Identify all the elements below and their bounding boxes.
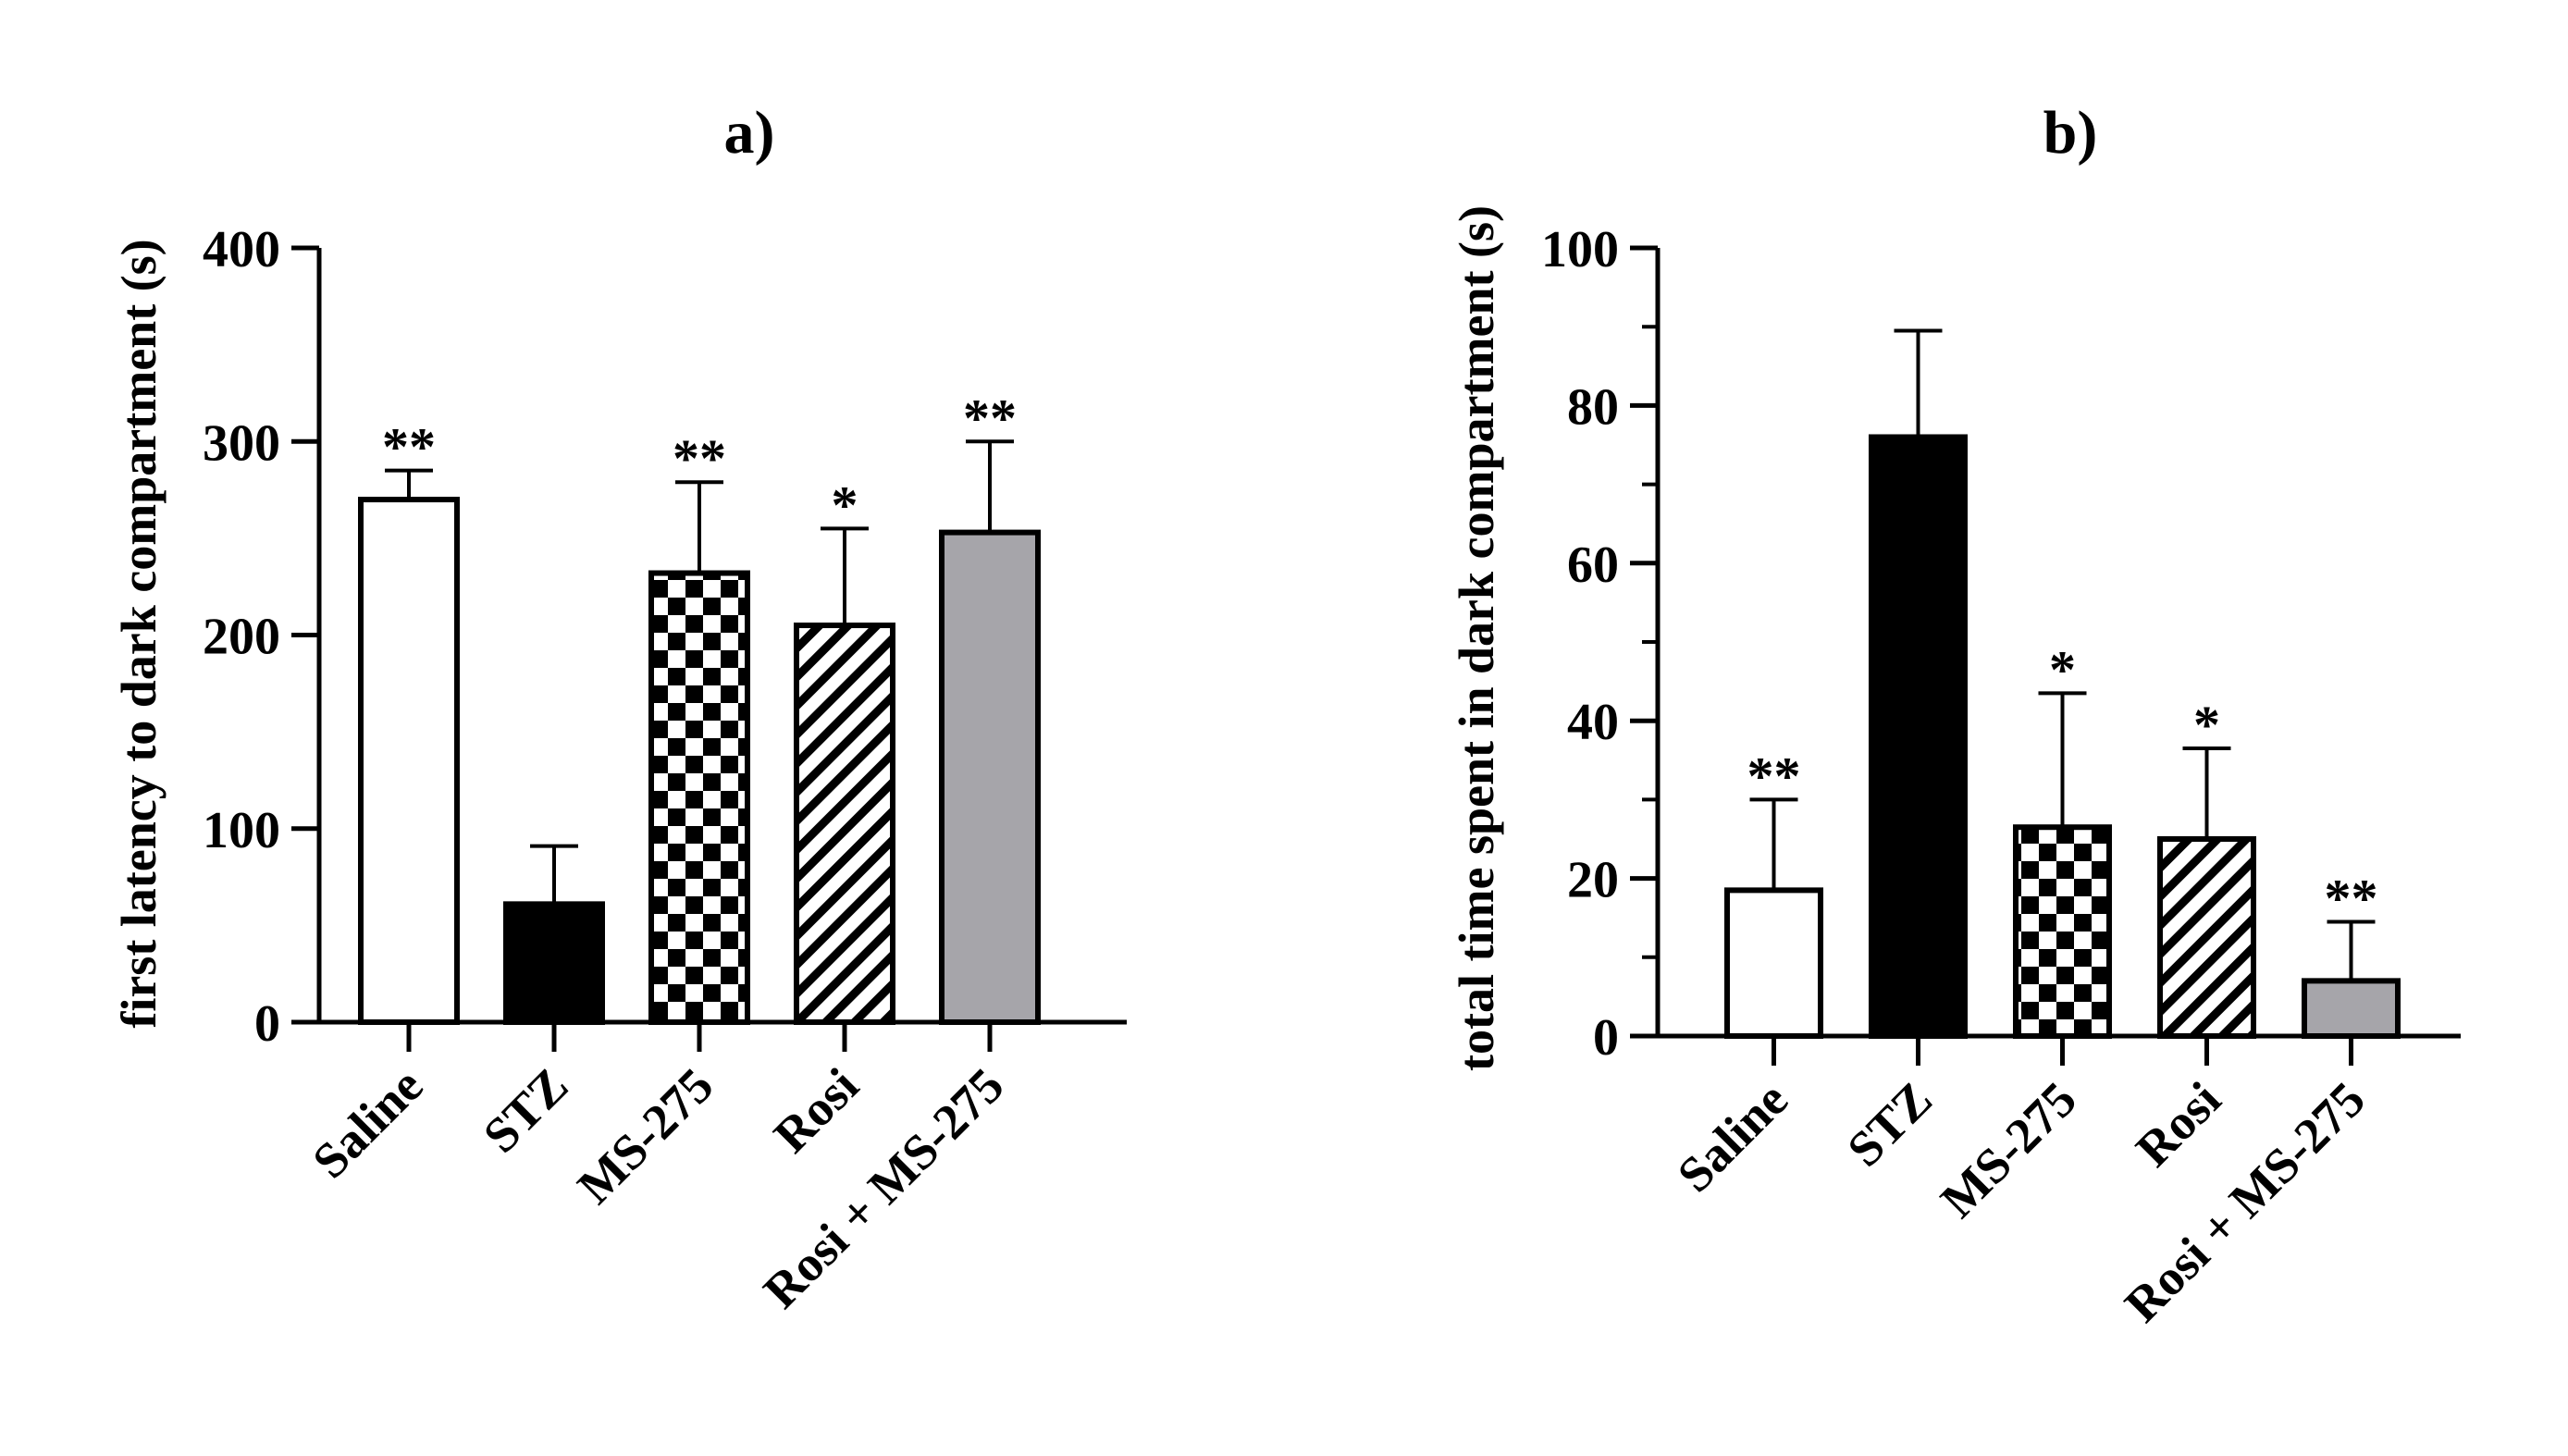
- panel-a: a) first latency to dark compartment (s)…: [111, 99, 1127, 1319]
- chart-title-a: a): [724, 99, 775, 167]
- bar-a-rosi: [794, 623, 895, 1025]
- x-tick-label-a: Rosi: [763, 1057, 870, 1164]
- x-tick-label-b: MS-275: [1930, 1071, 2087, 1228]
- significance-label-a: **: [963, 388, 1017, 448]
- bar-b-saline: [1724, 887, 1823, 1039]
- y-tick-label-a: 400: [203, 221, 280, 278]
- x-tick-label-a: STZ: [473, 1057, 579, 1164]
- x-tick-label-a: Saline: [302, 1057, 433, 1189]
- significance-label-a: **: [673, 428, 726, 488]
- significance-label-b: **: [1747, 746, 1801, 806]
- significance-label-a: *: [832, 475, 858, 535]
- y-tick-label-b: 60: [1567, 537, 1619, 594]
- y-axis-label-a: first latency to dark compartment (s): [111, 239, 167, 1028]
- bar-b-rosi-ms-275: [2302, 978, 2401, 1039]
- y-tick-label-a: 0: [254, 995, 280, 1053]
- y-tick-label-b: 20: [1567, 852, 1619, 909]
- bar-b-stz: [1869, 434, 1968, 1040]
- y-tick-label-b: 0: [1593, 1009, 1619, 1067]
- significance-label-b: *: [2193, 695, 2220, 755]
- significance-label-b: **: [2325, 868, 2378, 928]
- bar-a-rosi-ms-275: [939, 529, 1041, 1025]
- y-tick-label-a: 200: [203, 609, 280, 666]
- y-tick-label-b: 100: [1541, 221, 1619, 278]
- chart-title-b: b): [2043, 99, 2098, 167]
- x-tick-label-b: STZ: [1836, 1071, 1943, 1178]
- bar-a-stz: [503, 901, 605, 1025]
- x-tick-label-b: Rosi: [2125, 1071, 2231, 1178]
- x-tick-label-a: MS-275: [567, 1057, 724, 1215]
- significance-label-a: **: [382, 417, 436, 477]
- y-tick-label-a: 300: [203, 414, 280, 472]
- bar-b-ms-275: [2013, 824, 2112, 1039]
- x-tick-label-b: Saline: [1667, 1071, 1798, 1203]
- y-axis-label-b: total time spent in dark compartment (s): [1449, 205, 1504, 1071]
- bar-a-ms-275: [648, 570, 750, 1025]
- y-tick-label-b: 80: [1567, 378, 1619, 436]
- y-tick-label-a: 100: [203, 802, 280, 859]
- y-tick-label-b: 40: [1567, 694, 1619, 751]
- significance-label-b: *: [2049, 639, 2076, 699]
- panel-b: b) total time spent in dark compartment …: [1449, 99, 2461, 1333]
- bar-a-saline: [358, 497, 460, 1025]
- bar-b-rosi: [2157, 836, 2256, 1039]
